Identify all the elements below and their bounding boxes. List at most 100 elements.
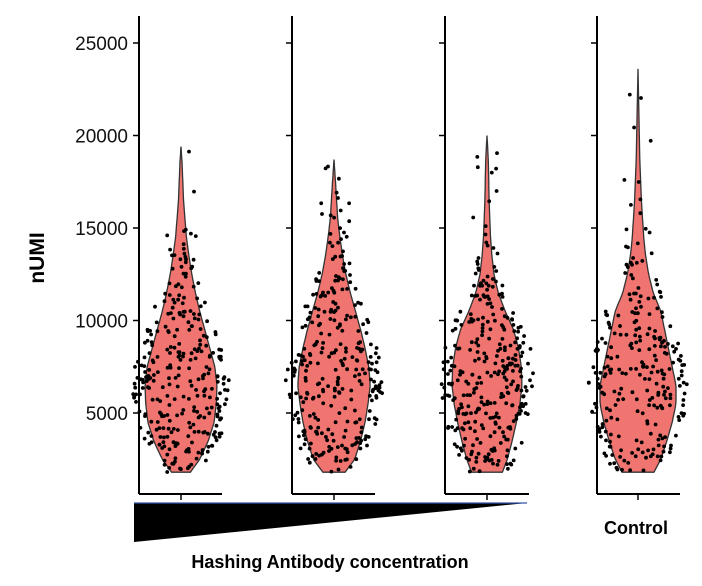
- data-point: [612, 461, 617, 466]
- data-point: [523, 385, 528, 389]
- data-point: [336, 240, 340, 245]
- data-point: [345, 457, 349, 462]
- data-point: [495, 251, 500, 256]
- data-point: [469, 317, 474, 321]
- data-point: [511, 369, 515, 373]
- data-point: [479, 400, 484, 404]
- data-point: [616, 397, 620, 402]
- data-point: [324, 435, 328, 439]
- data-point: [484, 281, 489, 286]
- data-point: [637, 348, 642, 352]
- data-point: [196, 415, 201, 420]
- data-point: [291, 417, 295, 421]
- data-point: [348, 280, 353, 285]
- data-point: [366, 320, 371, 325]
- data-point: [519, 388, 524, 393]
- data-point: [629, 203, 633, 207]
- data-point: [303, 378, 308, 383]
- data-point: [491, 415, 495, 420]
- data-point: [181, 271, 186, 276]
- data-point: [376, 385, 381, 390]
- data-point: [636, 447, 641, 452]
- data-point: [483, 295, 487, 299]
- data-point: [378, 390, 382, 394]
- data-point: [674, 433, 678, 438]
- data-point: [134, 392, 139, 397]
- data-point: [198, 342, 203, 347]
- data-point: [490, 284, 495, 289]
- data-point: [635, 241, 640, 246]
- data-point: [186, 434, 191, 438]
- data-point: [630, 390, 635, 395]
- data-point: [608, 325, 612, 330]
- data-point: [171, 427, 176, 431]
- data-point: [504, 385, 509, 390]
- data-point: [645, 365, 649, 369]
- data-point: [206, 431, 210, 436]
- data-point: [224, 397, 229, 402]
- data-point: [467, 457, 471, 462]
- data-point: [178, 257, 183, 262]
- data-point: [530, 384, 534, 389]
- data-point: [191, 284, 196, 289]
- data-point: [502, 369, 507, 374]
- data-point: [633, 333, 638, 338]
- data-point: [360, 367, 365, 372]
- data-point: [604, 406, 609, 411]
- data-point: [177, 366, 181, 370]
- data-point: [472, 283, 476, 288]
- data-point: [484, 240, 489, 245]
- data-point: [195, 393, 200, 398]
- data-point: [480, 326, 485, 330]
- data-point: [457, 453, 461, 457]
- data-point: [510, 317, 514, 322]
- data-point: [512, 329, 517, 333]
- data-point: [491, 461, 495, 466]
- data-point: [182, 229, 186, 234]
- data-point: [681, 380, 686, 385]
- data-point: [310, 454, 315, 458]
- data-point: [316, 307, 321, 312]
- data-point: [483, 232, 488, 237]
- data-point: [172, 300, 177, 305]
- data-point: [147, 351, 152, 355]
- data-point: [359, 425, 364, 430]
- data-point: [180, 411, 185, 416]
- data-point: [653, 329, 657, 333]
- data-point: [150, 343, 155, 348]
- data-point: [662, 444, 666, 449]
- data-point: [492, 401, 497, 405]
- data-point: [647, 377, 652, 381]
- data-point: [452, 442, 457, 447]
- data-point: [609, 356, 614, 361]
- data-point: [654, 278, 659, 282]
- data-point: [313, 457, 318, 461]
- data-point: [333, 367, 338, 372]
- data-point: [596, 382, 601, 386]
- data-point: [477, 356, 481, 361]
- data-point: [196, 317, 201, 322]
- data-point: [182, 251, 187, 256]
- data-point: [370, 361, 374, 366]
- data-point: [513, 353, 518, 357]
- data-point: [604, 312, 609, 317]
- data-point: [298, 395, 303, 400]
- data-point: [219, 431, 224, 436]
- data-point: [504, 401, 509, 406]
- data-point: [443, 345, 448, 350]
- data-point: [327, 354, 331, 359]
- data-point: [453, 326, 458, 331]
- data-point: [171, 440, 176, 445]
- data-point: [510, 403, 515, 407]
- data-point: [316, 418, 321, 422]
- data-point: [139, 377, 143, 382]
- data-point: [476, 268, 481, 272]
- data-point: [459, 323, 464, 327]
- data-point: [205, 319, 210, 324]
- data-point: [358, 340, 362, 344]
- data-point: [316, 361, 320, 366]
- data-point: [300, 325, 305, 330]
- data-point: [328, 240, 332, 245]
- data-point: [626, 461, 631, 465]
